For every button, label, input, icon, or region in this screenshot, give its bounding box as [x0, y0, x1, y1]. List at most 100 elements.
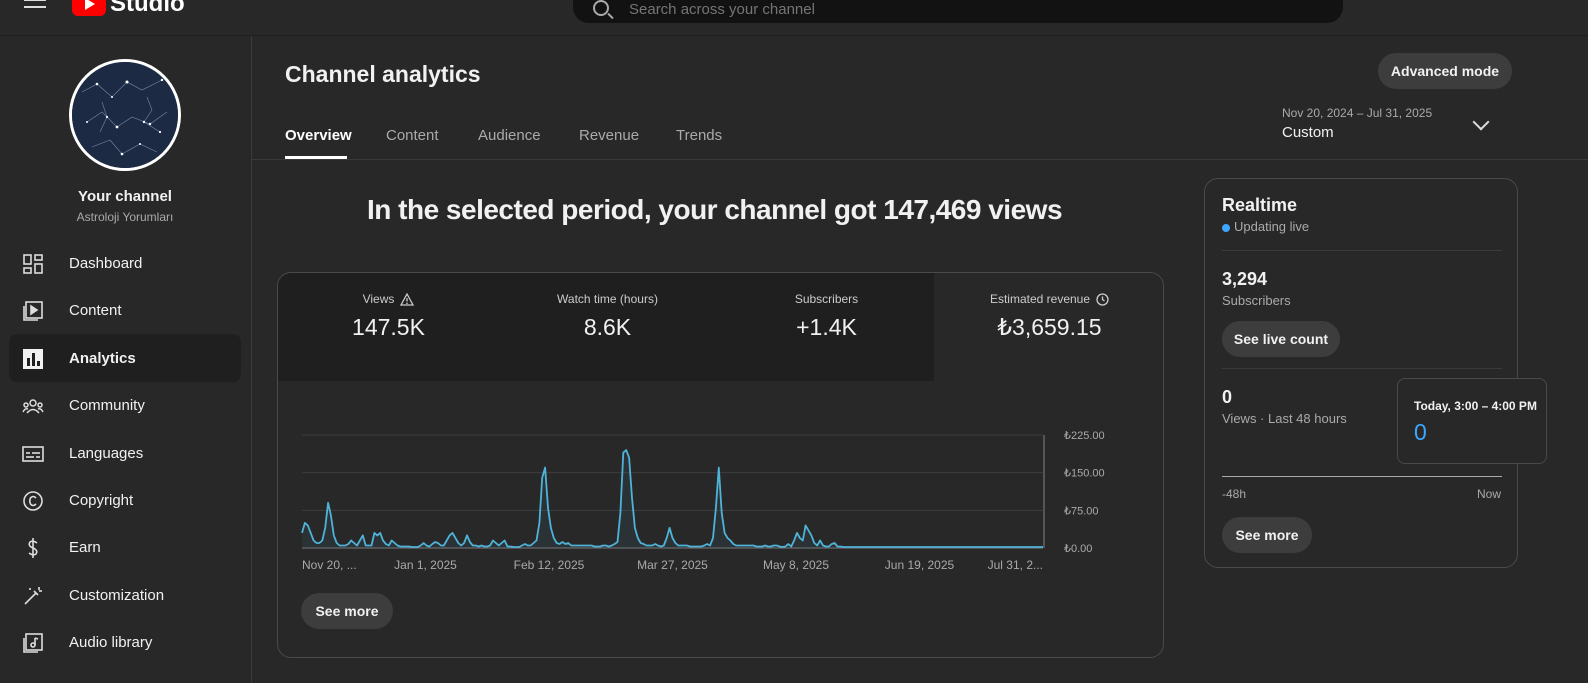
- metric-subscribers[interactable]: Subscribers +1.4K: [716, 273, 938, 381]
- magic-wand-icon: [24, 587, 42, 605]
- x-tick-label: Feb 12, 2025: [514, 558, 585, 572]
- sidebar-item-label: Audio library: [69, 633, 153, 651]
- revenue-chart[interactable]: ₺0.00 ₺75.00 ₺150.00 ₺225.00 Nov 20, ... Jan …: [278, 381, 1164, 581]
- advanced-mode-button[interactable]: Advanced mode: [1378, 53, 1512, 89]
- tab-revenue[interactable]: Revenue: [579, 127, 640, 144]
- date-range[interactable]: Nov 20, 2024 – Jul 31, 2025: [1282, 106, 1433, 120]
- sidebar-item-copyright[interactable]: Copyright: [9, 476, 241, 524]
- realtime-title: Realtime: [1222, 195, 1298, 215]
- sidebar-item-customization[interactable]: Customization: [9, 571, 241, 619]
- realtime-views-label: Views · Last 48 hours: [1222, 411, 1347, 426]
- youtube-play-icon: [72, 0, 106, 16]
- logo-text: Studio: [110, 0, 185, 17]
- headline: In the selected period, your channel got…: [366, 194, 1063, 225]
- realtime-subscribers-label: Subscribers: [1222, 293, 1291, 308]
- date-preset[interactable]: Custom: [1282, 124, 1334, 141]
- tab-audience[interactable]: Audience: [478, 127, 541, 144]
- dashboard-icon: [23, 254, 43, 274]
- realtime-views: 0: [1222, 387, 1233, 407]
- realtime-see-more-button[interactable]: See more: [1222, 517, 1312, 553]
- tab-trends[interactable]: Trends: [676, 127, 723, 144]
- sidebar-item-earn[interactable]: Earn: [9, 523, 241, 571]
- y-tick-label: ₺225.00: [1064, 430, 1105, 442]
- x-tick-label: Jun 19, 2025: [885, 558, 955, 572]
- x-tick-label: May 8, 2025: [763, 558, 829, 572]
- sidebar-item-community[interactable]: Community: [9, 381, 241, 429]
- main-content: Channel analytics Advanced mode Overview…: [252, 36, 1588, 683]
- metric-value: +1.4K: [796, 314, 857, 340]
- y-tick-label: ₺0.00: [1064, 543, 1092, 555]
- y-tick-label: ₺75.00: [1064, 505, 1099, 517]
- sidebar-item-label: Languages: [69, 444, 144, 462]
- copyright-icon: [23, 491, 43, 511]
- studio-logo[interactable]: Studio: [72, 0, 185, 18]
- active-tab-indicator: [285, 156, 347, 159]
- realtime-tooltip: Today, 3:00 – 4:00 PM 0: [1397, 378, 1547, 464]
- sidebar-item-content[interactable]: Content: [9, 286, 241, 334]
- y-tick-label: ₺150.00: [1064, 468, 1105, 480]
- tooltip-time: Today, 3:00 – 4:00 PM: [1414, 399, 1537, 413]
- realtime-card: Realtime Updating live 3,294 Subscribers…: [1204, 178, 1518, 568]
- divider: [1222, 250, 1502, 251]
- search-input[interactable]: [629, 1, 1129, 18]
- realtime-status: Updating live: [1234, 219, 1310, 234]
- search-icon[interactable]: [593, 0, 609, 16]
- series-area: [302, 450, 1043, 548]
- audio-library-icon: [23, 633, 43, 653]
- metric-estimated-revenue[interactable]: Estimated revenue ₺3,659.15: [934, 273, 1163, 381]
- sidebar-item-label: Community: [69, 396, 145, 414]
- x-tick-label: Jul 31, 2...: [988, 558, 1043, 572]
- avatar[interactable]: [69, 59, 181, 171]
- sidebar-item-label: Customization: [69, 586, 165, 604]
- metric-value: 8.6K: [583, 314, 632, 340]
- sidebar-item-analytics[interactable]: Analytics: [9, 334, 241, 382]
- metric-watch-time[interactable]: Watch time (hours) 8.6K: [497, 273, 719, 381]
- metric-value: 147.5K: [352, 314, 425, 340]
- realtime-axis-end: Now: [1476, 487, 1501, 501]
- series-line: [301, 449, 1043, 548]
- tab-content[interactable]: Content: [386, 127, 439, 144]
- menu-icon[interactable]: [24, 0, 46, 12]
- x-tick-label: Jan 1, 2025: [394, 558, 457, 572]
- sidebar-item-label: Earn: [69, 538, 101, 556]
- sidebar-item-dashboard[interactable]: Dashboard: [9, 239, 241, 287]
- tab-overview[interactable]: Overview: [285, 127, 352, 144]
- realtime-subscribers: 3,294: [1222, 269, 1268, 289]
- channel-handle: Astroloji Yorumları: [76, 210, 174, 224]
- analytics-card: Views 147.5K Watch time (hours) 8.6K Sub…: [277, 272, 1164, 658]
- divider: [1222, 368, 1502, 369]
- x-tick-label: Mar 27, 2025: [637, 558, 708, 572]
- content-icon: [23, 301, 43, 321]
- metric-label: Views: [362, 292, 395, 306]
- search-bar[interactable]: [573, 0, 1343, 23]
- sidebar-item-audio-library[interactable]: Audio library: [9, 618, 241, 666]
- sidebar-item-label: Dashboard: [69, 254, 143, 272]
- channel-name[interactable]: Your channel: [78, 188, 172, 205]
- sidebar: Your channel Astroloji Yorumları Dashboa…: [0, 36, 252, 683]
- tooltip-value: 0: [1414, 419, 1427, 445]
- realtime-axis-start: -48h: [1222, 487, 1247, 501]
- metric-value: ₺3,659.15: [997, 314, 1102, 340]
- metric-label: Watch time (hours): [557, 292, 658, 306]
- top-bar: Studio: [0, 0, 1588, 36]
- subtitles-icon: [22, 446, 44, 462]
- analytics-icon: [23, 349, 43, 369]
- tab-divider: [252, 159, 1588, 160]
- dollar-icon: [28, 538, 38, 558]
- sidebar-item-label: Copyright: [69, 491, 134, 509]
- metric-label: Subscribers: [794, 292, 859, 306]
- see-more-button[interactable]: See more: [301, 593, 393, 629]
- sidebar-item-languages[interactable]: Languages: [9, 429, 241, 477]
- community-icon: [22, 399, 44, 414]
- x-tick-label: Nov 20, ...: [302, 558, 357, 572]
- sidebar-item-label: Content: [69, 301, 122, 319]
- metric-views[interactable]: Views 147.5K: [278, 273, 500, 381]
- clock-icon: [1096, 292, 1109, 306]
- live-dot-icon: [1222, 224, 1230, 232]
- see-live-count-button[interactable]: See live count: [1222, 321, 1340, 357]
- metric-label: Estimated revenue: [989, 292, 1091, 306]
- warning-icon: [400, 292, 415, 306]
- chevron-down-icon[interactable]: [1472, 113, 1490, 131]
- sidebar-item-label: Analytics: [69, 349, 136, 367]
- page-title: Channel analytics: [285, 61, 481, 87]
